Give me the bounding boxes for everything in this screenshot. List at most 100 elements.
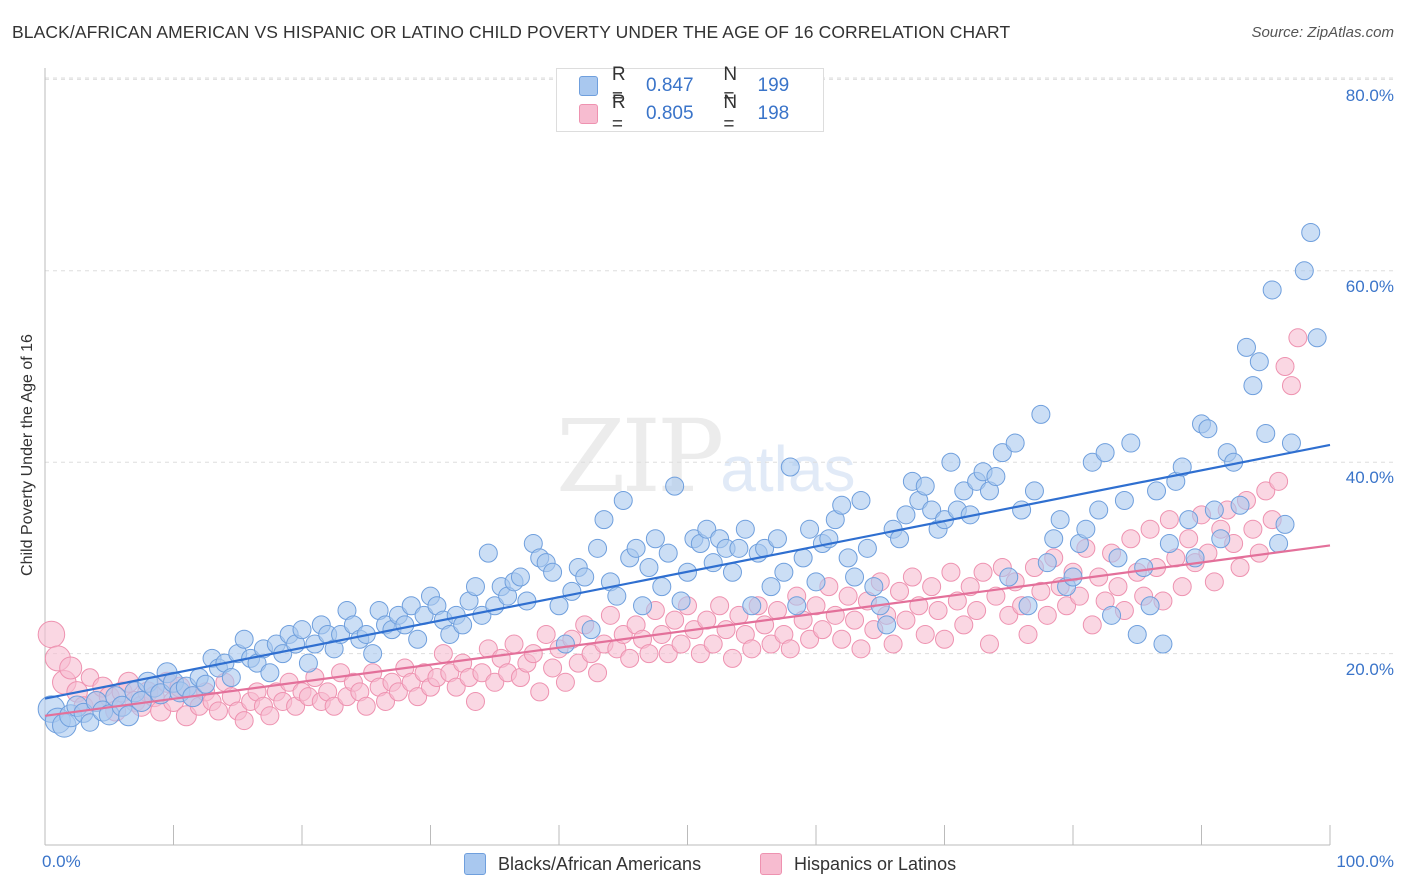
point-blacks: [774, 562, 794, 582]
point-hispanics: [922, 577, 942, 597]
point-blacks: [1095, 443, 1115, 463]
point-blacks: [658, 543, 678, 563]
point-hispanics: [825, 605, 845, 625]
point-blacks: [1140, 596, 1160, 616]
point-hispanics: [999, 605, 1019, 625]
point-blacks: [408, 629, 428, 649]
x-tick-min: 0.0%: [42, 852, 81, 871]
point-hispanics: [665, 610, 685, 630]
point-blacks: [793, 548, 813, 568]
point-hispanics: [954, 615, 974, 635]
point-hispanics: [208, 701, 228, 721]
point-hispanics: [896, 610, 916, 630]
legend-r-label: R =: [611, 64, 626, 107]
point-blacks: [1121, 433, 1141, 453]
point-blacks: [890, 529, 910, 549]
point-hispanics: [568, 653, 588, 673]
point-blacks: [1294, 261, 1314, 281]
point-blacks: [196, 674, 216, 694]
point-hispanics: [928, 601, 948, 621]
point-blacks: [465, 577, 485, 597]
series-legend-blacks: Blacks/African Americans: [464, 852, 701, 876]
point-blacks: [1230, 495, 1250, 515]
point-hispanics: [588, 663, 608, 683]
point-blacks: [298, 653, 318, 673]
point-blacks: [1127, 624, 1147, 644]
point-blacks: [1172, 457, 1192, 477]
point-blacks: [453, 615, 473, 635]
point-hispanics: [967, 601, 987, 621]
point-blacks: [401, 596, 421, 616]
point-hispanics: [838, 586, 858, 606]
trend-line-hispanics: [44, 544, 1331, 717]
series-swatch-blue: [464, 853, 486, 875]
point-blacks: [1031, 404, 1051, 424]
point-blacks: [575, 567, 595, 587]
point-blacks: [292, 620, 312, 640]
point-blacks: [478, 543, 498, 563]
point-blacks: [555, 634, 575, 654]
watermark: ZIPatlas: [556, 398, 855, 515]
point-hispanics: [1069, 586, 1089, 606]
point-hispanics: [530, 682, 550, 702]
point-blacks: [1082, 452, 1102, 472]
point-blacks: [1198, 419, 1218, 439]
point-blacks: [652, 577, 672, 597]
point-hispanics: [59, 656, 83, 680]
point-blacks: [838, 548, 858, 568]
point-blacks: [607, 586, 627, 606]
point-blacks: [1275, 514, 1295, 534]
point-hispanics: [806, 596, 826, 616]
point-hispanics: [1031, 581, 1051, 601]
point-blacks: [1044, 529, 1064, 549]
point-blacks: [1281, 433, 1301, 453]
point-hispanics: [543, 658, 563, 678]
point-blacks: [1005, 433, 1025, 453]
point-blacks: [986, 467, 1006, 487]
legend-r-value: 0.805: [645, 103, 694, 124]
legend-swatch-blue: [579, 76, 598, 96]
point-hispanics: [620, 648, 640, 668]
point-hispanics: [973, 562, 993, 582]
point-blacks: [1243, 376, 1263, 396]
point-blacks: [395, 615, 415, 635]
y-tick-20: 20.0%: [1345, 660, 1394, 679]
point-hispanics: [1108, 577, 1128, 597]
point-hispanics: [639, 644, 659, 664]
legend-swatch-pink: [579, 104, 598, 124]
point-hispanics: [472, 663, 492, 683]
point-blacks: [221, 668, 241, 688]
point-blacks: [1153, 634, 1173, 654]
point-hispanics: [600, 605, 620, 625]
point-hispanics: [234, 711, 254, 731]
point-blacks: [594, 510, 614, 530]
point-blacks: [1076, 519, 1096, 539]
point-blacks: [767, 529, 787, 549]
series-legend-hispanics: Hispanics or Latinos: [760, 852, 956, 876]
y-axis-label: Child Poverty Under the Age of 16: [19, 334, 36, 576]
point-hispanics: [1230, 557, 1250, 577]
point-hispanics: [504, 634, 524, 654]
point-hispanics: [433, 644, 453, 664]
point-blacks: [877, 615, 897, 635]
point-hispanics: [1256, 481, 1276, 501]
point-hispanics: [324, 696, 344, 716]
point-hispanics: [716, 620, 736, 640]
point-blacks: [1301, 223, 1321, 243]
point-hispanics: [761, 634, 781, 654]
legend-row-blue: R = 0.847 N = 199: [579, 64, 823, 107]
point-blacks: [845, 567, 865, 587]
point-blacks: [922, 500, 942, 520]
point-blacks: [851, 490, 871, 510]
point-blacks: [999, 567, 1019, 587]
point-blacks: [742, 596, 762, 616]
point-blacks: [729, 538, 749, 558]
point-blacks: [896, 505, 916, 525]
point-blacks: [80, 713, 100, 732]
point-hispanics: [986, 586, 1006, 606]
point-hispanics: [1281, 376, 1301, 396]
point-hispanics: [1037, 605, 1057, 625]
point-hispanics: [1057, 596, 1077, 616]
point-blacks: [864, 577, 884, 597]
